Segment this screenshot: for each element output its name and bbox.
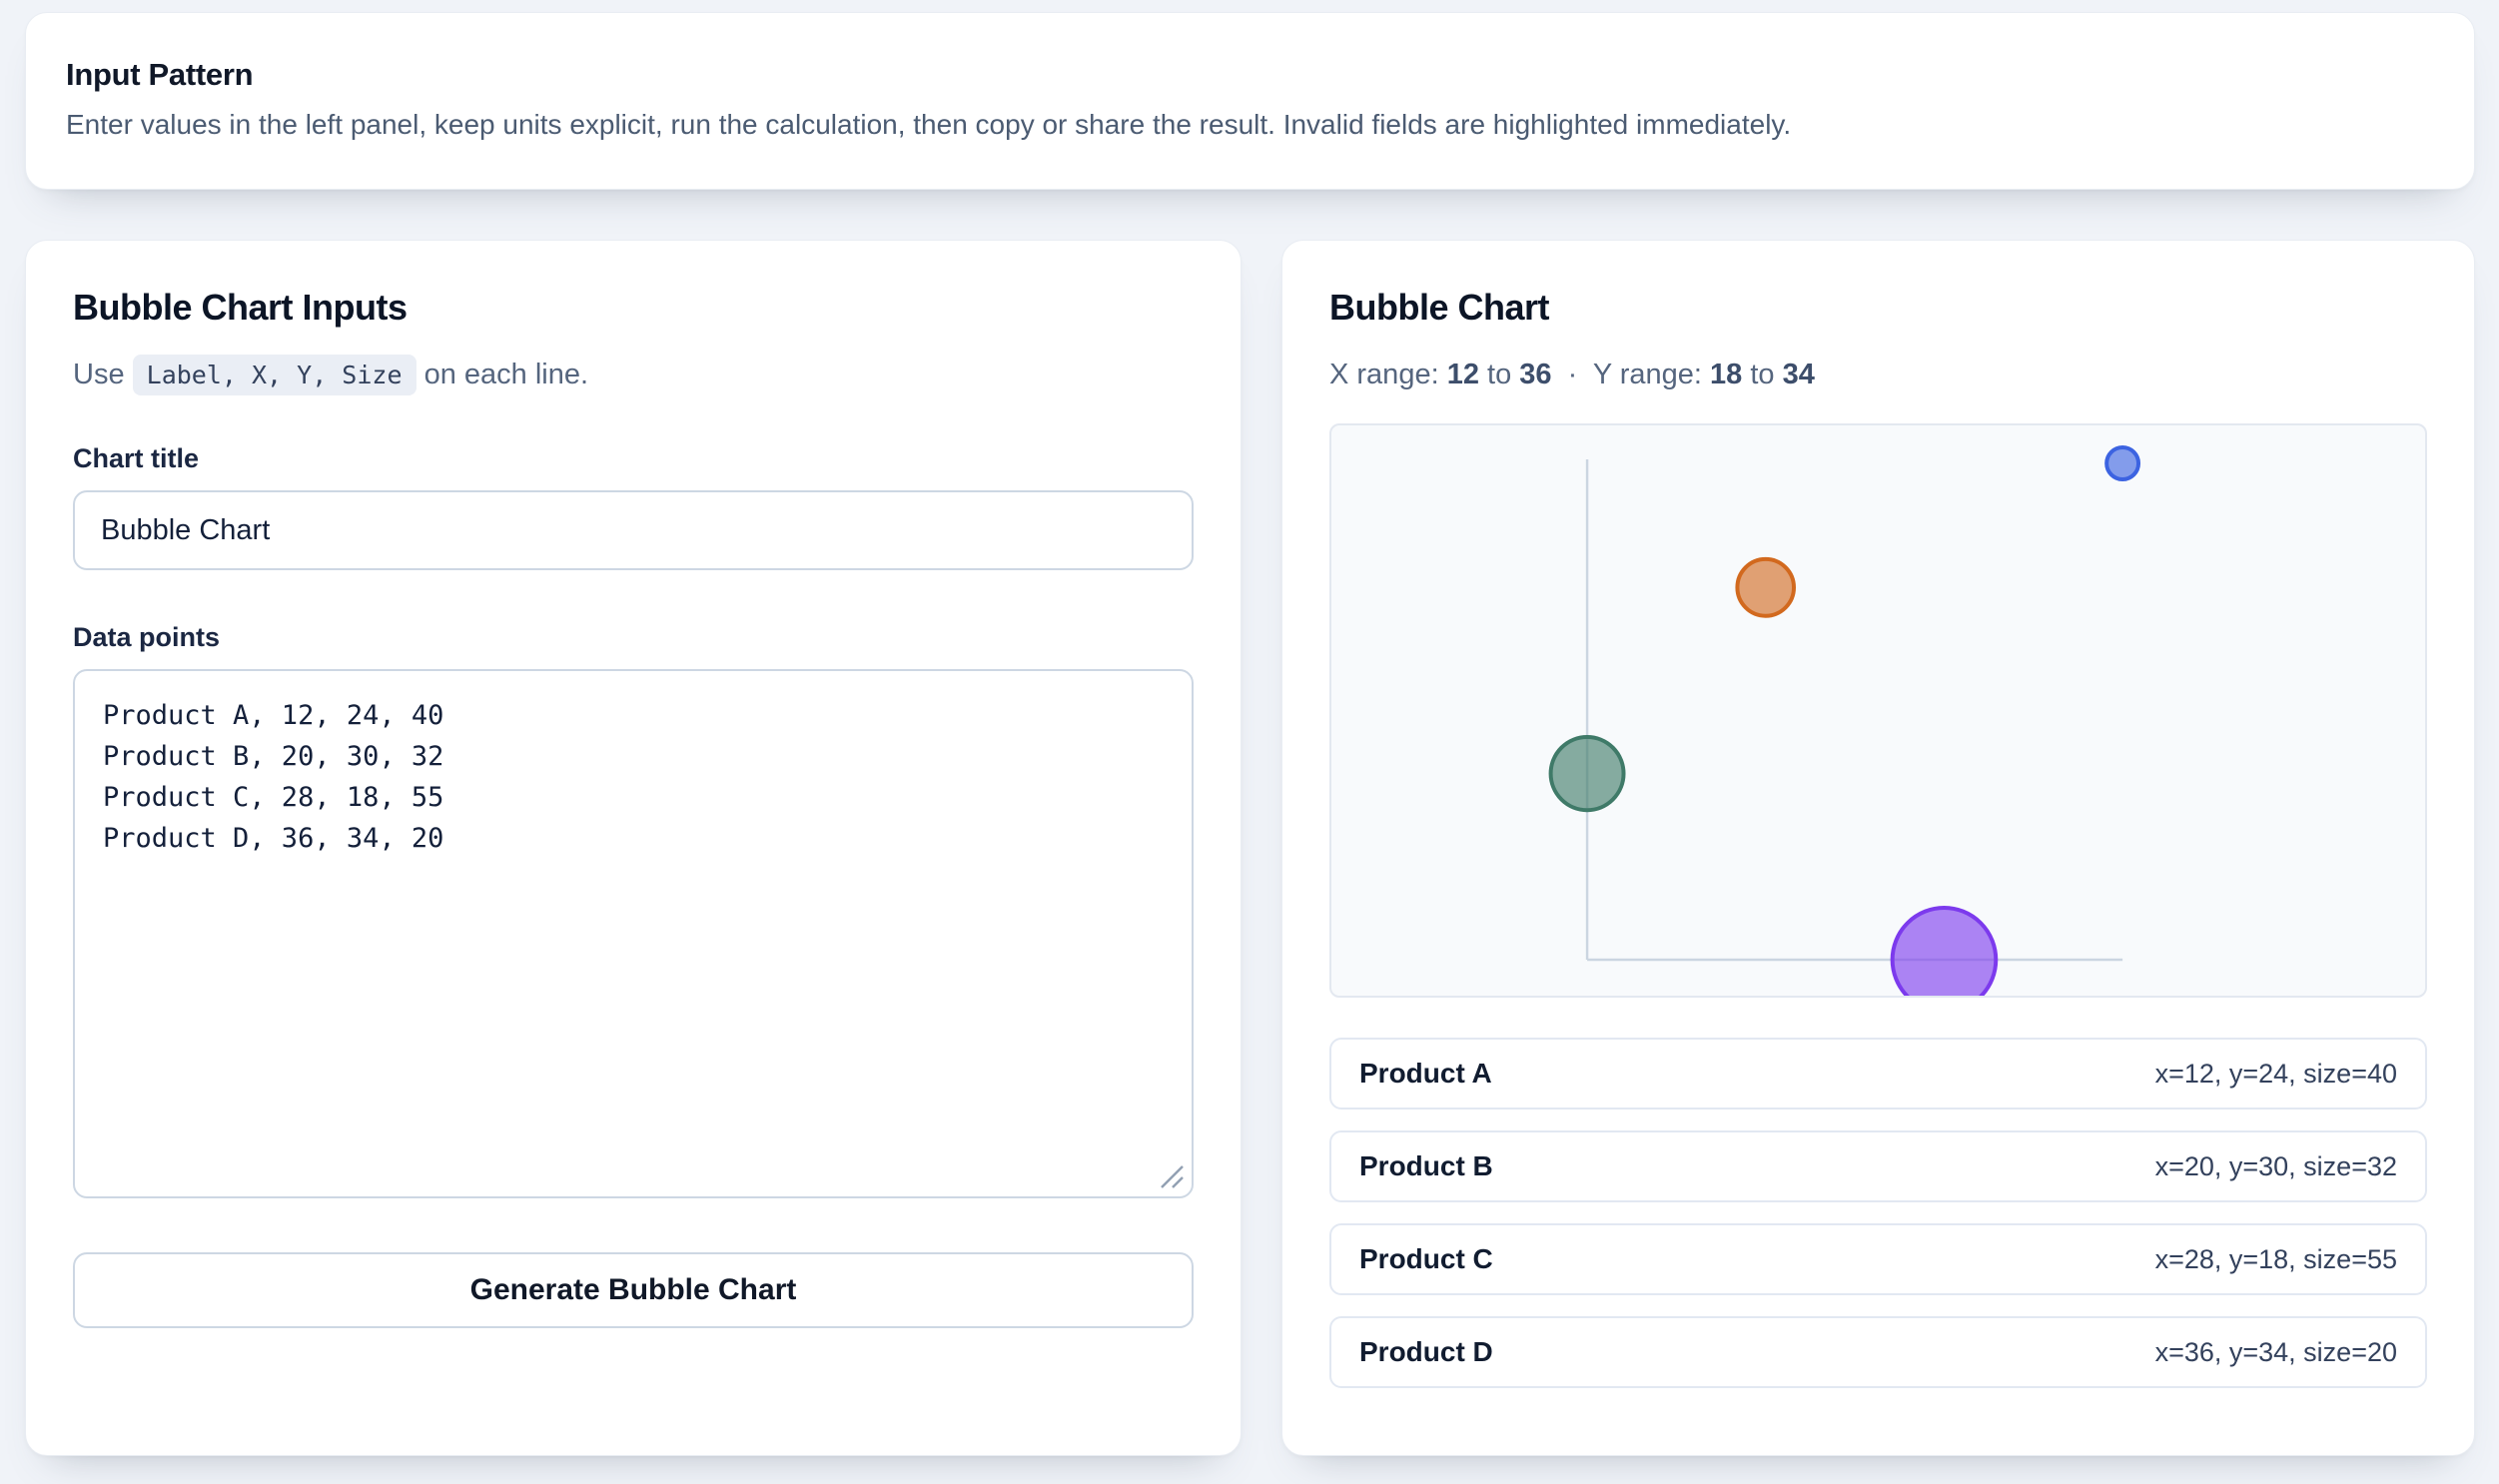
- help-prefix: Use: [73, 359, 125, 390]
- bubble-chart-svg: [1548, 445, 2141, 996]
- bubble-product-c: [1890, 906, 1999, 996]
- product-row: Product B x=20, y=30, size=32: [1329, 1130, 2427, 1202]
- x-range-label: X range:: [1329, 359, 1439, 390]
- chart-title-input[interactable]: [73, 490, 1194, 570]
- product-row-label: Product D: [1359, 1336, 1493, 1367]
- format-help-line: Use Label, X, Y, Size on each line.: [73, 355, 1194, 395]
- data-points-textarea[interactable]: Product A, 12, 24, 40 Product B, 20, 30,…: [73, 669, 1194, 1198]
- x-range-max: 36: [1519, 359, 1552, 390]
- product-row: Product C x=28, y=18, size=55: [1329, 1223, 2427, 1295]
- format-code-chip: Label, X, Y, Size: [132, 355, 416, 395]
- product-row-label: Product A: [1359, 1058, 1492, 1089]
- banner-title: Input Pattern: [66, 57, 254, 92]
- chart-panel-title: Bubble Chart: [1329, 287, 1550, 328]
- bubble-chart-panel: Bubble Chart X range: 12 to 36 · Y range…: [1281, 240, 2475, 1456]
- product-row-value: x=12, y=24, size=40: [2154, 1058, 2397, 1089]
- product-row-label: Product C: [1359, 1243, 1493, 1274]
- help-suffix: on each line.: [423, 359, 589, 390]
- x-range-to: to: [1487, 359, 1512, 390]
- product-row-value: x=20, y=30, size=32: [2154, 1150, 2397, 1181]
- x-range-min: 12: [1446, 359, 1479, 390]
- input-pattern-card: Input Pattern Enter values in the left p…: [25, 12, 2475, 190]
- product-row-label: Product B: [1359, 1150, 1493, 1181]
- product-list: Product A x=12, y=24, size=40 Product B …: [1329, 1038, 2427, 1388]
- y-range-min: 18: [1710, 359, 1743, 390]
- banner-description: Enter values in the left panel, keep uni…: [66, 109, 1792, 140]
- product-row-value: x=28, y=18, size=55: [2154, 1243, 2397, 1274]
- bubble-chart-inputs-panel: Bubble Chart Inputs Use Label, X, Y, Siz…: [25, 240, 1242, 1456]
- data-points-textarea-wrap: Product A, 12, 24, 40 Product B, 20, 30,…: [73, 669, 1194, 1198]
- resize-handle-icon[interactable]: [1156, 1160, 1186, 1190]
- bubble-product-a: [1548, 735, 1626, 813]
- product-row: Product D x=36, y=34, size=20: [1329, 1316, 2427, 1388]
- range-separator: ·: [1567, 359, 1578, 390]
- data-points-label: Data points: [73, 622, 221, 652]
- content-grid: Bubble Chart Inputs Use Label, X, Y, Siz…: [25, 240, 2475, 1456]
- product-row-value: x=36, y=34, size=20: [2154, 1336, 2397, 1367]
- y-range-to: to: [1750, 359, 1775, 390]
- bubble-product-b: [1735, 556, 1797, 618]
- chart-title-label: Chart title: [73, 443, 200, 473]
- bubble-product-d: [2104, 445, 2141, 481]
- product-row: Product A x=12, y=24, size=40: [1329, 1038, 2427, 1110]
- y-range-label: Y range:: [1592, 359, 1702, 390]
- inputs-panel-title: Bubble Chart Inputs: [73, 287, 408, 328]
- generate-bubble-chart-button[interactable]: Generate Bubble Chart: [73, 1252, 1194, 1328]
- y-range-max: 34: [1782, 359, 1815, 390]
- bubble-chart-canvas: [1329, 423, 2427, 998]
- axis-range-line: X range: 12 to 36 · Y range: 18 to 34: [1329, 359, 2427, 391]
